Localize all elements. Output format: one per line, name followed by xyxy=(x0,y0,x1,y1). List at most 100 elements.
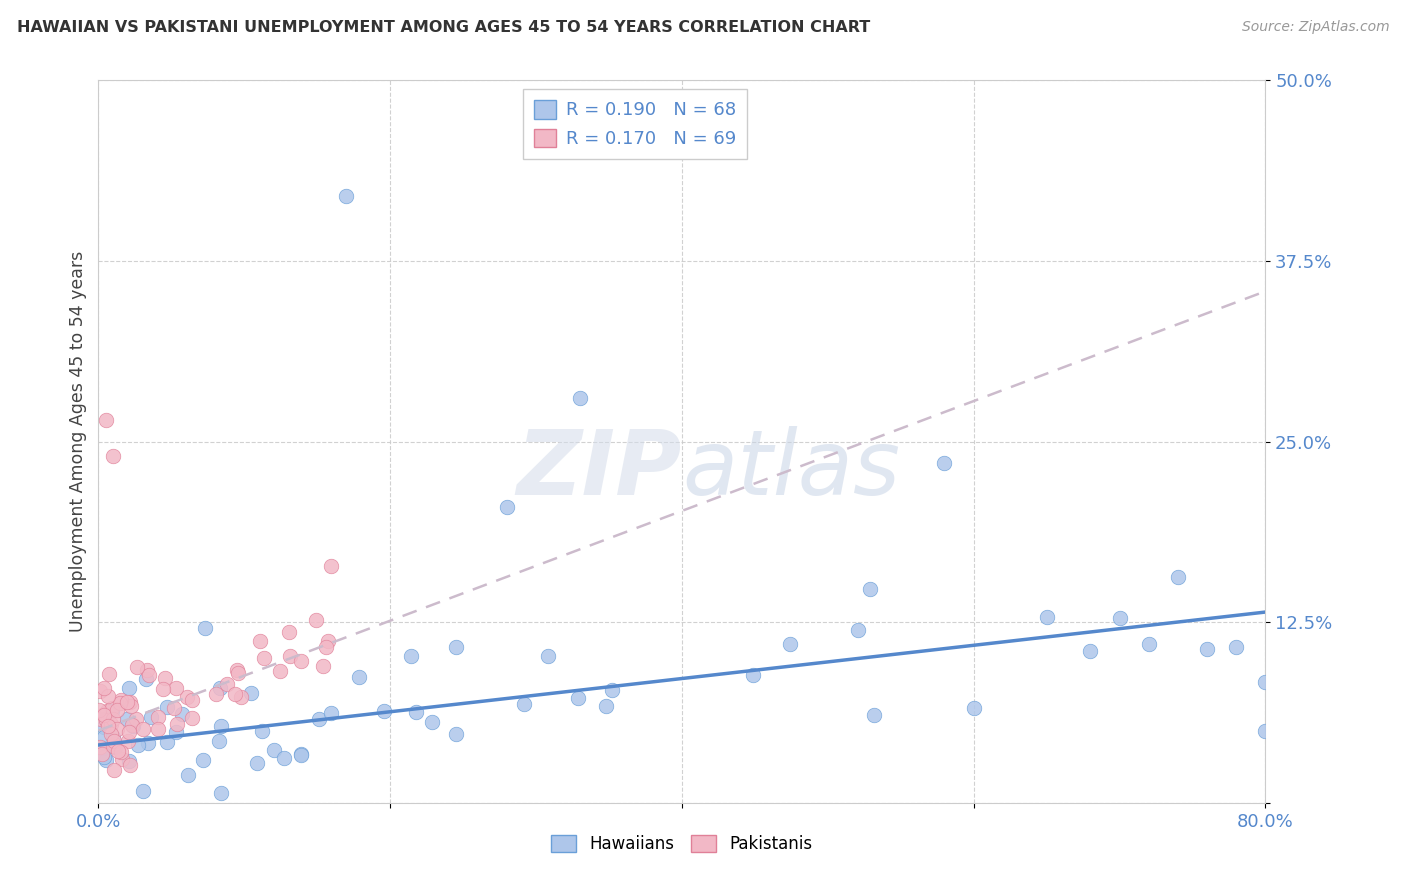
Point xyxy=(446,640,468,654)
Point xyxy=(208,734,231,748)
Point xyxy=(290,654,312,668)
Point xyxy=(105,722,128,736)
Point xyxy=(132,783,155,797)
Point xyxy=(308,712,330,726)
Point xyxy=(93,707,115,722)
Point xyxy=(373,704,395,718)
Point xyxy=(209,681,232,695)
Point xyxy=(118,754,141,768)
Point xyxy=(120,698,142,713)
Point xyxy=(103,733,125,747)
Point xyxy=(278,648,301,663)
Point xyxy=(246,756,269,770)
Point xyxy=(277,624,299,639)
Point xyxy=(422,714,444,729)
Point xyxy=(848,624,870,638)
Point xyxy=(117,733,139,747)
Point xyxy=(100,717,122,731)
Point xyxy=(862,708,884,723)
Point xyxy=(567,691,589,706)
Point xyxy=(103,739,125,753)
Point xyxy=(962,701,984,715)
Point xyxy=(110,745,132,759)
Point xyxy=(1225,640,1247,655)
Point xyxy=(226,665,249,680)
Point xyxy=(103,764,125,778)
Point xyxy=(741,668,763,682)
Point xyxy=(1035,609,1057,624)
Point xyxy=(94,713,117,727)
Point xyxy=(90,712,112,726)
Point xyxy=(135,672,157,686)
Point xyxy=(1195,641,1218,656)
Point xyxy=(446,727,468,741)
Point xyxy=(405,705,427,719)
Point xyxy=(118,695,141,709)
Point xyxy=(125,660,148,674)
Point xyxy=(135,663,157,677)
Point xyxy=(152,682,174,697)
Point xyxy=(93,731,115,745)
Point xyxy=(101,712,124,726)
Point xyxy=(138,668,160,682)
Legend: Hawaiians, Pakistanis: Hawaiians, Pakistanis xyxy=(544,828,820,860)
Point xyxy=(110,693,132,707)
Point xyxy=(91,741,114,756)
Text: Source: ZipAtlas.com: Source: ZipAtlas.com xyxy=(1241,20,1389,34)
Point xyxy=(1167,570,1189,584)
Point xyxy=(779,637,801,651)
Point xyxy=(155,700,177,714)
Point xyxy=(131,723,153,737)
Point xyxy=(600,682,623,697)
Point xyxy=(290,748,312,763)
Text: ZIP: ZIP xyxy=(516,426,682,515)
Point xyxy=(537,648,560,663)
Point xyxy=(191,753,214,767)
Point xyxy=(91,747,114,761)
Point xyxy=(1108,611,1130,625)
Point xyxy=(101,730,124,744)
Point xyxy=(273,750,295,764)
Point xyxy=(122,718,145,732)
Point xyxy=(249,633,271,648)
Point xyxy=(118,681,141,695)
Point xyxy=(240,686,263,700)
Point xyxy=(94,413,117,427)
Point xyxy=(319,706,342,720)
Point xyxy=(93,720,115,734)
Point xyxy=(156,735,179,749)
Point xyxy=(110,697,132,711)
Point xyxy=(496,500,519,514)
Point xyxy=(209,786,232,800)
Point xyxy=(177,768,200,782)
Point xyxy=(117,712,139,726)
Point xyxy=(181,711,204,725)
Point xyxy=(139,710,162,724)
Point xyxy=(107,703,129,717)
Point xyxy=(127,739,149,753)
Point xyxy=(115,695,138,709)
Point xyxy=(401,649,423,664)
Point xyxy=(321,558,343,573)
Point xyxy=(104,739,127,754)
Point xyxy=(316,634,339,648)
Point xyxy=(269,664,291,678)
Point xyxy=(252,724,274,739)
Text: atlas: atlas xyxy=(682,426,900,515)
Point xyxy=(165,725,187,739)
Point xyxy=(1254,675,1277,690)
Point xyxy=(215,677,238,691)
Point xyxy=(96,704,118,718)
Point xyxy=(252,651,274,665)
Point xyxy=(315,640,337,654)
Point xyxy=(101,700,124,714)
Point xyxy=(1137,637,1160,651)
Point xyxy=(194,621,217,635)
Point xyxy=(121,718,143,732)
Point xyxy=(513,697,536,711)
Point xyxy=(103,737,125,751)
Text: HAWAIIAN VS PAKISTANI UNEMPLOYMENT AMONG AGES 45 TO 54 YEARS CORRELATION CHART: HAWAIIAN VS PAKISTANI UNEMPLOYMENT AMONG… xyxy=(17,20,870,35)
Point xyxy=(165,681,187,695)
Point xyxy=(349,670,371,684)
Point xyxy=(96,753,118,767)
